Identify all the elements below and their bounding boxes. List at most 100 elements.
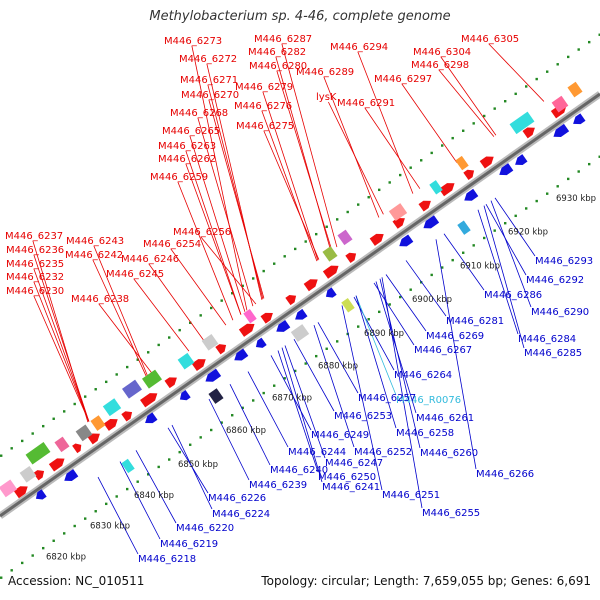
gene-label: M446_6264 xyxy=(394,370,452,381)
tick-dot xyxy=(273,262,276,265)
leader-line xyxy=(97,476,139,555)
tick-dot xyxy=(304,362,307,365)
gene-label: M446_6219 xyxy=(160,539,218,550)
leader-line xyxy=(171,424,213,510)
forward-gene-arrow xyxy=(438,183,455,197)
reverse-gene-arrow xyxy=(295,308,308,320)
leader-line xyxy=(32,240,89,423)
tick-dot xyxy=(199,314,202,317)
tick-dot xyxy=(325,225,328,228)
tick-dot xyxy=(367,318,370,321)
leader-line xyxy=(148,263,205,341)
tick-dot xyxy=(105,380,108,384)
tick-dot xyxy=(262,391,265,395)
accession-text: Accession: NC_010511 xyxy=(8,574,145,588)
tick-dot xyxy=(367,196,370,199)
tick-dot xyxy=(409,288,412,291)
tick-dot xyxy=(378,188,381,192)
tick-dot xyxy=(399,173,402,177)
tick-dot xyxy=(157,343,160,347)
reverse-gene-arrow xyxy=(573,113,586,125)
gene-label: M446_6292 xyxy=(526,275,584,286)
feature-block xyxy=(122,379,142,399)
tick-dot xyxy=(483,114,486,118)
leader-line xyxy=(443,233,485,291)
tick-dot xyxy=(304,240,307,243)
tick-dot xyxy=(73,524,76,528)
tick-dot xyxy=(525,85,528,88)
forward-gene-arrow xyxy=(369,233,384,246)
leader-line xyxy=(490,200,532,308)
bottom-gene-labels: M446_6293 M446_6292 M446_6286 M446_6290 M446… xyxy=(138,256,593,565)
gene-label: M446_6242 xyxy=(65,250,123,261)
tick-dot xyxy=(199,436,202,439)
forward-gene-arrow xyxy=(260,312,273,324)
reverse-gene-arrow xyxy=(515,154,528,165)
gene-label: M446_6246 xyxy=(121,254,179,265)
reverse-gene-arrow xyxy=(464,188,479,201)
gene-label: M446_6280 xyxy=(249,61,307,72)
leader-line xyxy=(364,107,421,189)
leader-line xyxy=(379,278,421,449)
tick-dot xyxy=(178,450,181,454)
tick-dot xyxy=(189,321,192,324)
feature-block xyxy=(341,298,355,313)
tick-dot xyxy=(94,510,97,513)
leader-line xyxy=(313,325,355,448)
tick-dot xyxy=(577,48,580,51)
tick-dot xyxy=(420,281,423,284)
gene-label: M446_6232 xyxy=(6,272,64,283)
leader-line xyxy=(92,259,149,381)
kbp-label: 6850 kbp xyxy=(178,460,218,470)
gene-label: M446_6259 xyxy=(150,172,208,183)
kbp-label: 6920 kbp xyxy=(508,228,548,238)
tick-dot xyxy=(42,546,45,550)
bottom-leader-lines xyxy=(97,197,536,555)
tick-dot xyxy=(346,332,349,336)
feature-block xyxy=(509,111,535,135)
reverse-gene-arrow xyxy=(325,287,337,298)
tick-dot xyxy=(451,136,454,140)
gene-label: M446_6271 xyxy=(180,75,238,86)
tick-dot xyxy=(84,517,87,520)
feature-block xyxy=(142,369,162,389)
forward-gene-arrow xyxy=(479,156,494,169)
tick-dot xyxy=(577,170,580,173)
leader-line xyxy=(33,281,90,422)
leader-line xyxy=(488,43,545,102)
gene-label: M446_6256 xyxy=(173,227,231,238)
leader-line xyxy=(33,295,90,422)
gene-label: M446_6282 xyxy=(248,47,306,58)
tick-dot xyxy=(157,465,160,469)
gene-label: M446_6258 xyxy=(396,428,454,439)
leader-line xyxy=(385,274,427,332)
leader-line xyxy=(263,130,320,260)
topology-text: Topology: circular; Length: 7,659,055 bp… xyxy=(261,574,591,588)
feature-block xyxy=(25,442,51,465)
leader-line xyxy=(185,163,242,315)
tick-dot xyxy=(535,199,538,203)
gene-label: M446_6237 xyxy=(5,231,63,242)
forward-gene-arrow xyxy=(463,169,475,180)
forward-gene-arrow xyxy=(33,470,45,481)
tick-dot xyxy=(63,532,66,535)
feature-block xyxy=(567,81,583,98)
leader-line xyxy=(33,254,90,422)
gene-label: lysK xyxy=(316,92,337,103)
leader-line xyxy=(477,209,519,335)
leader-line xyxy=(381,277,423,509)
leader-line xyxy=(438,69,495,137)
tick-dot xyxy=(252,399,255,402)
leader-line xyxy=(185,150,242,315)
gene-label: M446_6269 xyxy=(426,331,484,342)
gene-label: M446_6298 xyxy=(411,60,469,71)
leader-line xyxy=(494,197,536,257)
leader-line xyxy=(208,99,265,299)
tick-dot xyxy=(31,554,34,557)
top-gene-labels: M446_6273 M446_6287 M446_6294 M446_6305 M446… xyxy=(5,34,519,305)
feature-block xyxy=(177,352,195,370)
tick-dot xyxy=(126,487,129,491)
tick-dot xyxy=(294,369,297,373)
tick-dot xyxy=(325,347,328,350)
